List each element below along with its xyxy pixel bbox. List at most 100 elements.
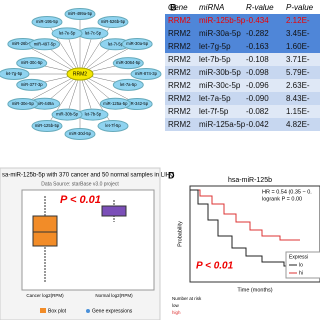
km-curve-high [190, 189, 300, 241]
node-label: miR-449a [36, 101, 55, 106]
edge [46, 21, 81, 75]
table-cell: let-7f-5p [199, 107, 229, 116]
table-cell: RRM2 [168, 68, 191, 77]
table-cell: 3.45E- [286, 29, 310, 38]
panel-label: B [170, 2, 177, 12]
panel-a: miR-499a-5p let-7c-5p miR-526b-5p let-7i-5p… [0, 8, 162, 140]
edge [79, 21, 114, 75]
node [16, 57, 48, 70]
node [51, 108, 83, 121]
node-label: let-7e-5p [59, 31, 76, 36]
table-cell: 1.15E- [286, 107, 310, 116]
table-cell: miR-125b-5p [199, 16, 246, 25]
panel-d: D hsa-miR-125b HR = 0.54 (0.35 − 0. logr… [168, 170, 320, 315]
risk-group: high [172, 310, 181, 315]
node-label: let-7c-5p [85, 31, 102, 36]
table-cell: 1.60E- [286, 42, 310, 51]
table-cell: -0.098 [246, 68, 269, 77]
y-label: Probability [177, 221, 183, 247]
node-label: miR-125a-5p [103, 101, 128, 106]
table-cell: miR-30a-5p [199, 29, 241, 38]
node [97, 119, 129, 132]
table-cell: RRM2 [168, 42, 191, 51]
table-cell: RRM2 [168, 107, 191, 116]
node [97, 16, 129, 29]
node [31, 16, 63, 29]
table-row [165, 92, 320, 105]
table-cell: -0.108 [246, 55, 269, 64]
node-label: miR-195-5p [36, 19, 59, 24]
table-cell: miR-125a-5p [199, 120, 246, 129]
table-cell: -0.042 [246, 120, 269, 129]
source: Data Source: starBase v3.0 project [41, 181, 119, 187]
legend-label: hi [299, 270, 303, 276]
node [99, 97, 131, 110]
node-label: let-7i-5p [108, 41, 124, 46]
table-cell: let-7g-5p [199, 42, 231, 51]
node [64, 128, 96, 140]
edge [79, 73, 94, 115]
p-value: P < 0.01 [60, 194, 101, 206]
node [7, 98, 39, 110]
edge [79, 33, 94, 75]
node-label: miR-30a-5p [126, 41, 149, 46]
node [64, 8, 96, 20]
node [16, 78, 48, 91]
legend-title: Expressi [289, 254, 308, 260]
edge [79, 73, 138, 105]
node-label: miR-497-5p [34, 41, 57, 46]
node [130, 68, 162, 80]
node [112, 78, 144, 91]
table-cell: -0.163 [246, 42, 269, 51]
table-row [165, 53, 320, 66]
node [29, 38, 61, 51]
legend-swatch [40, 308, 46, 313]
logrank: logrank P = 0.00 [262, 196, 302, 202]
node-label: miR-26b-5p [12, 41, 35, 46]
table-cell: RRM2 [168, 94, 191, 103]
box [101, 205, 127, 217]
node-label: let-7b-5p [85, 112, 102, 117]
node-label: miR-30b-5p [56, 112, 79, 117]
node-label: miR-30d-5p [69, 131, 92, 136]
table-header: R-value [246, 3, 274, 12]
node-label: miR-874-3p [135, 71, 158, 76]
center-node [66, 67, 94, 81]
node [0, 68, 30, 80]
table-row [165, 14, 320, 27]
table-cell: let-7b-5p [199, 55, 231, 64]
table-row [165, 105, 320, 118]
table-cell: 4.82E- [286, 120, 310, 129]
table-cell: miR-30b-5p [199, 68, 241, 77]
risk-title: Number at risk [172, 296, 202, 301]
node [31, 119, 63, 132]
table-cell: 2.12E- [286, 16, 310, 25]
hr: HR = 0.54 (0.35 − 0. [262, 189, 312, 195]
node [121, 38, 153, 50]
table-cell: RRM2 [168, 55, 191, 64]
edge [79, 43, 138, 75]
table-cell: -0.434 [246, 16, 269, 25]
edge [22, 73, 81, 105]
table-cell: miR-30c-5p [199, 81, 241, 90]
legend-label: lo [299, 262, 303, 268]
table-cell: -0.096 [246, 81, 269, 90]
node [51, 27, 83, 40]
table-cell: RRM2 [168, 81, 191, 90]
edge [22, 43, 81, 75]
node-label: let-7a-5p [120, 82, 137, 87]
panel-title: hsa-miR-125b [228, 177, 272, 184]
center-label: RRM2 [73, 71, 87, 77]
node-label: miR-30c-5p [21, 60, 43, 65]
x-label: Time (months) [237, 287, 272, 293]
panel-c: sa-miR-125b-5p with 370 cancer and 50 no… [0, 167, 175, 321]
edge [46, 73, 81, 127]
km-curve-low [190, 189, 300, 267]
table-row [165, 27, 320, 40]
table-cell: -0.090 [246, 94, 269, 103]
table-row [165, 66, 320, 79]
node-label: miR-377-3p [21, 82, 44, 87]
plot-area [189, 185, 320, 283]
